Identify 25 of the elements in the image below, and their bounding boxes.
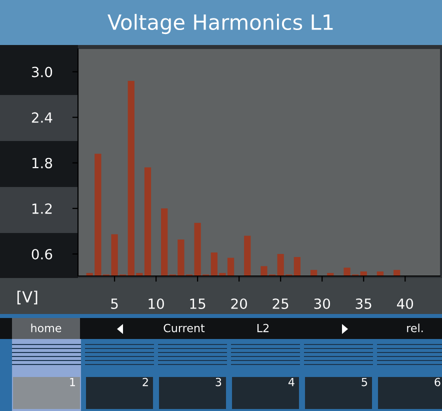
text: 6 bbox=[434, 378, 440, 386]
x-tick-label: 5 bbox=[111, 298, 118, 309]
y-tick-label: 1.8 bbox=[32, 158, 52, 168]
text: L2 bbox=[257, 324, 269, 332]
x-tick-label: 40 bbox=[396, 298, 414, 309]
text: 4 bbox=[288, 378, 294, 386]
text: Current bbox=[164, 324, 205, 332]
text: 1 bbox=[70, 378, 75, 386]
text: 2 bbox=[142, 378, 148, 386]
y-tick-label: 2.4 bbox=[32, 112, 52, 123]
x-tick-label: 30 bbox=[314, 298, 330, 309]
text: home bbox=[31, 324, 62, 332]
y-tick-label: 1.2 bbox=[32, 203, 52, 214]
y-axis-title: [V] bbox=[17, 290, 38, 304]
x-tick-label: 20 bbox=[231, 298, 247, 309]
text: rel. bbox=[407, 324, 423, 332]
x-tick-label: 10 bbox=[148, 298, 164, 309]
y-tick-label: 3.0 bbox=[32, 66, 52, 78]
text: 5 bbox=[362, 378, 368, 386]
text: 3 bbox=[216, 378, 222, 386]
chart-title: Voltage Harmonics L1 bbox=[108, 14, 333, 34]
y-tick-label: 0.6 bbox=[32, 248, 52, 260]
x-tick-label: 15 bbox=[190, 298, 206, 309]
x-tick-label: 35 bbox=[356, 298, 372, 309]
x-tick-label: 25 bbox=[272, 298, 288, 309]
